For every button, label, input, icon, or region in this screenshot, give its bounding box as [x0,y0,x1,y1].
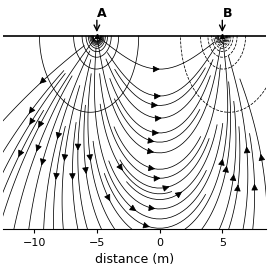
FancyArrowPatch shape [75,144,81,150]
FancyArrowPatch shape [39,121,44,127]
FancyArrowPatch shape [223,167,228,172]
FancyArrowPatch shape [40,77,46,83]
FancyArrowPatch shape [219,160,224,165]
FancyArrowPatch shape [175,192,181,198]
FancyArrowPatch shape [30,118,35,124]
FancyArrowPatch shape [148,138,154,143]
FancyArrowPatch shape [83,167,88,173]
FancyArrowPatch shape [152,102,157,108]
FancyArrowPatch shape [36,145,41,151]
FancyArrowPatch shape [143,222,149,228]
FancyArrowPatch shape [70,174,75,179]
FancyArrowPatch shape [252,185,257,190]
FancyArrowPatch shape [117,164,122,170]
FancyArrowPatch shape [87,154,93,160]
FancyArrowPatch shape [40,159,46,165]
FancyArrowPatch shape [230,175,236,181]
FancyArrowPatch shape [147,148,153,154]
FancyArrowPatch shape [105,194,110,200]
FancyArrowPatch shape [154,93,160,99]
FancyArrowPatch shape [153,66,159,72]
FancyArrowPatch shape [235,185,240,191]
FancyArrowPatch shape [244,147,250,153]
FancyArrowPatch shape [153,130,158,136]
X-axis label: distance (m): distance (m) [95,253,174,266]
FancyArrowPatch shape [149,205,155,211]
FancyArrowPatch shape [19,150,24,156]
FancyArrowPatch shape [56,132,62,139]
Text: A: A [97,7,107,20]
FancyArrowPatch shape [148,165,154,171]
FancyArrowPatch shape [62,154,68,160]
Text: B: B [222,7,232,20]
FancyArrowPatch shape [155,116,161,121]
FancyArrowPatch shape [163,186,169,191]
FancyArrowPatch shape [259,155,265,161]
FancyArrowPatch shape [54,173,59,179]
FancyArrowPatch shape [154,176,160,181]
FancyArrowPatch shape [130,205,136,211]
FancyArrowPatch shape [29,107,35,113]
